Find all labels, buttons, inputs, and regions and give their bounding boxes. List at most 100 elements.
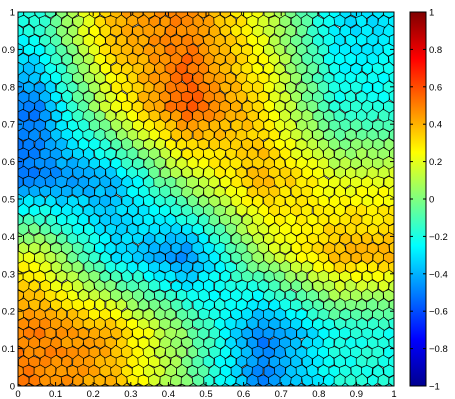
mesh-cell <box>203 0 215 8</box>
x-tick-label: 0.3 <box>124 389 137 399</box>
mesh-cell <box>241 288 254 303</box>
colorbar-tick-label: 1 <box>429 8 434 19</box>
y-tick-label: 0.3 <box>2 269 15 280</box>
mesh-cell <box>122 382 132 386</box>
mesh-cell <box>131 232 145 245</box>
mesh-cell <box>116 0 128 8</box>
mesh-cell <box>263 383 275 386</box>
mesh-cell <box>301 0 313 8</box>
mesh-cell <box>143 383 155 386</box>
mesh-cell <box>78 383 88 386</box>
mesh-cell <box>323 0 335 9</box>
mesh-cell <box>274 382 286 386</box>
mesh-cell <box>296 270 308 283</box>
mesh-cell <box>7 204 18 217</box>
colorbar-ticks: 1 0.8 0.6 0.4 0.2 0 −0.2 −0.4 −0.6 −0.8 −1 <box>410 8 448 393</box>
mesh-cell <box>61 355 73 369</box>
mesh-cell <box>1 62 13 76</box>
mesh-cell <box>363 382 373 386</box>
mesh-cell <box>395 270 406 283</box>
x-axis: 0 0.1 0.2 0.3 0.4 0.5 0.6 0.7 0.8 0.9 1 <box>15 12 397 399</box>
y-tick-label: 0.5 <box>2 195 15 206</box>
mesh-cell <box>388 89 394 104</box>
y-tick-label: 0.2 <box>2 307 15 318</box>
mesh-cell <box>268 146 281 161</box>
x-tick-label: 0.8 <box>312 389 325 399</box>
mesh-cell <box>289 71 303 85</box>
x-tick-label: 0.7 <box>275 389 288 399</box>
mesh-cell <box>235 203 249 217</box>
mesh-cell <box>389 241 394 255</box>
mesh-cell <box>306 288 320 303</box>
mesh-cell <box>170 0 182 8</box>
x-tick-label: 0.1 <box>49 389 62 399</box>
mesh-cell <box>382 61 394 77</box>
mesh-cell <box>399 166 411 178</box>
mesh-cell <box>18 245 19 252</box>
colorbar-tick-label: −0.2 <box>429 232 448 243</box>
mesh-cell <box>218 62 232 76</box>
mesh-cell <box>312 0 324 8</box>
mesh-cell <box>388 317 394 331</box>
mesh-cell <box>180 317 194 331</box>
mesh-cell <box>388 279 394 294</box>
mesh-cell <box>258 0 269 8</box>
mesh-cell <box>235 89 248 105</box>
mesh-cell <box>87 383 100 386</box>
mesh-cell <box>393 329 394 331</box>
mesh-cell <box>220 383 231 386</box>
mesh-cell <box>192 0 204 9</box>
mesh-cell <box>383 383 393 386</box>
mesh-cell <box>2 328 13 340</box>
mesh-cell <box>29 0 41 9</box>
mesh-cell <box>120 42 134 57</box>
mesh-cell <box>242 382 253 386</box>
mesh-cell <box>345 241 357 256</box>
mesh-cell <box>72 0 84 9</box>
mesh-cell <box>105 0 117 9</box>
mesh-cell <box>131 213 144 227</box>
colorbar-tick-label: 0.4 <box>429 120 442 131</box>
mesh-cell <box>393 29 394 35</box>
y-axis: 0 0.1 0.2 0.3 0.4 0.5 0.6 0.7 0.8 0.9 1 <box>2 8 394 393</box>
mesh-cell <box>388 185 394 198</box>
mesh-cell <box>110 269 122 284</box>
mesh-cell <box>388 71 394 85</box>
mesh-cell <box>393 12 394 13</box>
mesh-cell <box>383 175 394 190</box>
mesh-cell <box>231 382 243 386</box>
mesh-cell <box>18 132 19 138</box>
mesh-cell <box>18 147 29 160</box>
mesh-cell <box>382 194 394 207</box>
mesh-cell <box>1 138 13 151</box>
mesh-cell <box>105 52 117 66</box>
mesh-cell <box>18 358 19 366</box>
mesh-cell <box>395 81 405 94</box>
mesh-cell <box>388 0 399 9</box>
mesh-cell <box>2 365 13 377</box>
mesh-cell <box>138 0 150 9</box>
x-tick-label: 1 <box>391 389 396 399</box>
mesh-cell <box>127 0 139 8</box>
y-tick-label: 1 <box>10 8 15 19</box>
colorbar-tick-label: −1 <box>429 382 440 393</box>
mesh-cell <box>181 127 193 143</box>
mesh-cell <box>93 165 107 181</box>
mesh-cell <box>51 0 62 9</box>
mesh-cell <box>82 298 95 313</box>
colorbar: 1 0.8 0.6 0.4 0.2 0 −0.2 −0.4 −0.6 −0.8 −1 <box>409 8 448 393</box>
mesh-cell <box>395 251 406 264</box>
mesh-cell <box>153 12 166 20</box>
mesh-cell <box>236 0 247 9</box>
mesh-cell <box>2 252 13 265</box>
mesh-cell <box>400 336 411 350</box>
mesh-cell <box>45 383 55 386</box>
mesh-cell <box>121 326 133 341</box>
mesh-cell <box>18 283 19 290</box>
mesh-cell <box>78 288 90 303</box>
mesh-cell <box>150 0 161 9</box>
mesh-cell <box>328 270 341 283</box>
mesh-cell <box>1 25 12 37</box>
mesh-cell <box>164 307 177 321</box>
x-tick-label: 0.9 <box>350 389 363 399</box>
